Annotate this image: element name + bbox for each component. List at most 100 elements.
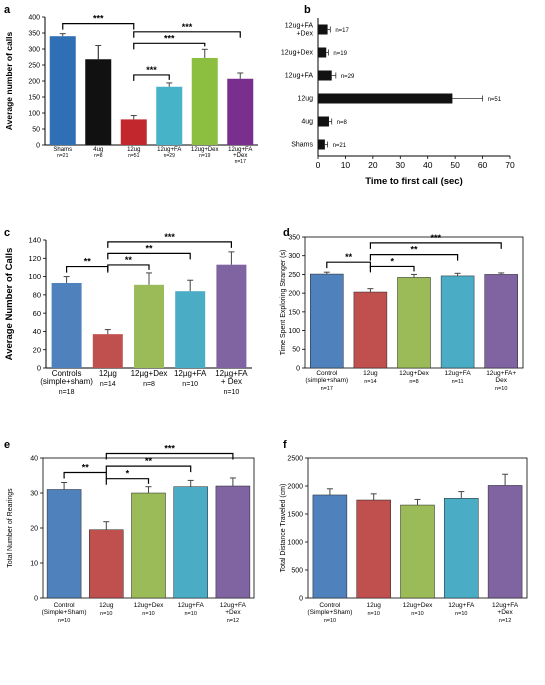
y-tick-label: 150 <box>288 309 300 316</box>
bar <box>487 485 523 599</box>
x-tick-label: 4ug <box>93 147 103 153</box>
n-label: n=21 <box>333 143 347 149</box>
n-label: n=10 <box>224 389 240 396</box>
n-label: n=10 <box>368 611 380 617</box>
bar <box>51 282 82 368</box>
x-tick-label: 12ug+FA <box>220 602 247 609</box>
x-tick-label: 20 <box>368 160 378 170</box>
y-tick-label: +Dex <box>296 31 313 38</box>
y-tick-label: 2500 <box>287 455 303 462</box>
n-label: n=14 <box>100 381 116 388</box>
x-tick-label: 12ug+FA <box>178 602 205 609</box>
significance-bracket <box>107 252 191 260</box>
x-tick-label: (simple+sham) <box>40 377 93 386</box>
significance-bracket <box>105 465 192 473</box>
y-tick-label: 500 <box>291 567 303 574</box>
bar <box>318 24 328 35</box>
bar <box>356 499 391 599</box>
y-tick-label: 1500 <box>287 511 303 518</box>
x-tick-label: 12ug+Dex <box>191 147 219 153</box>
x-tick-label: 12ug <box>99 602 114 609</box>
bar <box>444 498 479 599</box>
significance-label: *** <box>182 22 193 32</box>
y-tick-label: 0 <box>296 365 300 372</box>
significance-label: ** <box>345 252 353 262</box>
x-tick-label: 12ug+FA <box>492 602 519 609</box>
bar <box>397 277 431 369</box>
x-tick-label: 60 <box>478 160 488 170</box>
bar <box>353 291 388 369</box>
y-tick-label: 100 <box>28 272 41 281</box>
n-label: n=10 <box>182 381 198 388</box>
bar <box>92 334 123 368</box>
x-tick-label: 12µg+FA <box>174 369 207 378</box>
significance-label: ** <box>82 463 90 473</box>
bar <box>318 139 325 150</box>
y-axis-label: Total Number of Rearings <box>7 488 14 568</box>
bar <box>227 78 254 145</box>
n-label: n=8 <box>337 120 348 126</box>
significance-bracket <box>133 31 241 38</box>
n-label: n=10 <box>495 386 507 392</box>
n-label: n=10 <box>142 611 154 617</box>
bar <box>400 504 435 599</box>
n-label: n=10 <box>411 611 423 617</box>
y-tick-label: 300 <box>288 253 300 260</box>
y-tick-label: 30 <box>30 490 38 497</box>
y-tick-label: 100 <box>288 328 300 335</box>
n-label: n=29 <box>341 74 355 80</box>
x-tick-label: 12ug+FA <box>157 147 181 153</box>
bar <box>46 489 82 599</box>
y-tick-label: 20 <box>30 525 38 532</box>
n-label: n=12 <box>499 618 511 624</box>
bar <box>175 291 206 368</box>
significance-label: * <box>126 469 130 479</box>
panel-label: c <box>4 227 10 239</box>
x-tick-label: Controls <box>52 369 82 378</box>
x-tick-label: 12µg <box>99 369 117 378</box>
n-label: n=14 <box>364 379 376 385</box>
y-tick-label: 60 <box>33 309 41 318</box>
significance-label: ** <box>145 243 153 253</box>
n-label: n=18 <box>59 389 75 396</box>
bar <box>191 57 218 145</box>
panel-d: 0 50 100 150 200 250 300 350 Time Spent Explorin… <box>280 233 524 392</box>
n-label: n=51 <box>128 153 139 159</box>
y-axis-label: Average number of calls <box>4 32 14 131</box>
x-tick-label: 12ug+FA <box>444 370 471 377</box>
x-tick-label: 12ug <box>363 370 378 377</box>
x-tick-label: Control <box>319 602 341 609</box>
bar <box>120 119 147 145</box>
n-label: n=19 <box>199 153 210 159</box>
n-label: n=10 <box>455 611 467 617</box>
significance-bracket <box>369 265 415 273</box>
y-tick-label: 0 <box>36 142 40 149</box>
x-tick-label: Shams <box>53 147 72 153</box>
panel-label: e <box>4 439 10 451</box>
x-tick-label: Control <box>54 602 76 609</box>
y-tick-label: 400 <box>28 14 40 21</box>
y-tick-label: 150 <box>28 94 40 101</box>
significance-label: ** <box>145 456 153 466</box>
y-tick-label: 12ug+Dex <box>281 50 314 57</box>
significance-bracket <box>105 452 234 460</box>
y-axis-label: Average Number of Calls <box>4 248 15 361</box>
y-tick-label: 80 <box>33 290 41 299</box>
panel-label: a <box>4 4 11 16</box>
panel-b: 0 10 20 30 40 50 60 70 Time to first call (sec) 1… <box>281 18 515 187</box>
panel-e: 0 10 20 30 40 Total Number of Rearings Control… <box>7 444 255 624</box>
significance-label: *** <box>146 65 157 75</box>
significance-bracket <box>62 23 135 30</box>
x-tick-label: (simple+sham) <box>305 377 348 384</box>
significance-label: *** <box>164 232 175 242</box>
bar <box>156 86 183 145</box>
bar <box>134 284 164 368</box>
x-tick-label: 12ug+FA+ <box>486 370 516 377</box>
significance-bracket <box>105 478 150 485</box>
n-label: n=10 <box>58 618 70 624</box>
panel-label: d <box>283 227 290 239</box>
x-tick-label: (Simple+Sham) <box>42 609 87 616</box>
n-label: n=17 <box>335 28 349 34</box>
y-tick-label: 350 <box>28 30 40 37</box>
